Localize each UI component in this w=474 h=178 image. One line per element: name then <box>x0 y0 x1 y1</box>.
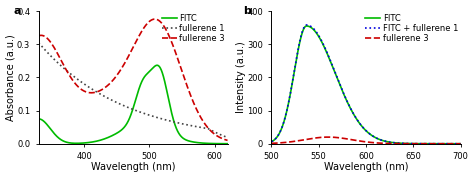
fullerene 3 <box>383 142 389 145</box>
FITC <box>36 118 41 120</box>
FITC <box>187 140 192 142</box>
fullerene 3 <box>389 142 395 145</box>
FITC + fullerene 1 <box>383 140 389 143</box>
FITC <box>166 98 172 100</box>
fullerene 3 <box>36 35 41 37</box>
Line: fullerene 3: fullerene 3 <box>272 137 461 144</box>
FITC + fullerene 1 <box>379 139 384 141</box>
FITC <box>154 64 160 66</box>
Y-axis label: Intensity (a.u.): Intensity (a.u.) <box>236 41 246 113</box>
FITC <box>432 143 438 145</box>
FITC <box>412 143 418 145</box>
FITC <box>379 139 384 141</box>
Line: FITC: FITC <box>38 65 228 144</box>
Line: FITC + fullerene 1: FITC + fullerene 1 <box>272 25 461 144</box>
fullerene 3 <box>412 143 418 145</box>
fullerene 3 <box>187 91 192 94</box>
FITC <box>304 25 310 27</box>
fullerene 3 <box>166 34 172 36</box>
fullerene 3 <box>55 53 61 55</box>
fullerene 1 <box>225 136 230 138</box>
FITC <box>112 133 118 135</box>
FITC <box>55 136 61 138</box>
fullerene 3 <box>280 142 286 144</box>
fullerene 1 <box>112 101 118 103</box>
FITC <box>269 141 274 143</box>
Legend: FITC, fullerene 1, fullerene 3: FITC, fullerene 1, fullerene 3 <box>161 13 226 44</box>
FITC <box>280 123 286 125</box>
FITC + fullerene 1 <box>304 24 310 26</box>
fullerene 3 <box>183 82 189 84</box>
FITC <box>183 139 189 141</box>
Line: FITC: FITC <box>272 26 461 144</box>
fullerene 3 <box>458 143 464 145</box>
Y-axis label: Absorbance (a.u.): Absorbance (a.u.) <box>6 34 16 121</box>
fullerene 3 <box>152 18 157 20</box>
Text: b: b <box>243 6 251 16</box>
FITC + fullerene 1 <box>280 123 286 125</box>
FITC <box>383 140 389 143</box>
FITC <box>458 143 464 145</box>
X-axis label: Wavelength (nm): Wavelength (nm) <box>324 163 408 172</box>
fullerene 1 <box>183 124 189 126</box>
FITC + fullerene 1 <box>269 141 274 143</box>
FITC + fullerene 1 <box>389 141 395 143</box>
fullerene 3 <box>326 136 331 138</box>
fullerene 1 <box>36 42 41 44</box>
FITC + fullerene 1 <box>412 143 418 145</box>
fullerene 3 <box>269 142 274 144</box>
fullerene 3 <box>432 143 438 145</box>
fullerene 1 <box>55 62 61 64</box>
fullerene 3 <box>119 67 125 69</box>
FITC <box>225 143 230 145</box>
FITC + fullerene 1 <box>458 143 464 145</box>
fullerene 3 <box>225 139 230 141</box>
fullerene 1 <box>186 124 192 126</box>
fullerene 1 <box>165 119 171 122</box>
FITC <box>119 129 125 131</box>
FITC <box>389 142 395 144</box>
Legend: FITC, FITC + fullerene 1, fullerene 3: FITC, FITC + fullerene 1, fullerene 3 <box>365 13 459 44</box>
Line: fullerene 1: fullerene 1 <box>38 43 228 137</box>
fullerene 1 <box>119 104 125 106</box>
fullerene 3 <box>379 142 384 144</box>
Text: a: a <box>14 6 21 16</box>
fullerene 3 <box>112 77 118 79</box>
Line: fullerene 3: fullerene 3 <box>38 19 228 140</box>
X-axis label: Wavelength (nm): Wavelength (nm) <box>91 163 175 172</box>
FITC + fullerene 1 <box>432 143 438 145</box>
